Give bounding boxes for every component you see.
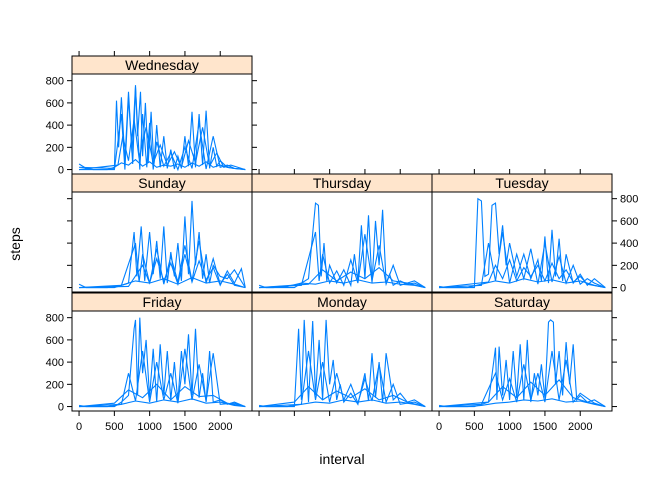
- series-line: [259, 385, 426, 408]
- x-tick-label: 500: [465, 421, 483, 433]
- series-line: [259, 202, 426, 289]
- series-group: [79, 317, 246, 408]
- series-line: [439, 197, 606, 289]
- y-tick-label: 600: [620, 216, 638, 228]
- x-tick-label: 0: [76, 421, 82, 433]
- y-tick-label: 0: [58, 402, 64, 414]
- series-line: [79, 119, 246, 171]
- panel-tuesday: Tuesday: [431, 173, 613, 293]
- strip-label: Sunday: [138, 175, 185, 191]
- series-line: [259, 399, 426, 408]
- y-tick-label: 0: [58, 165, 64, 177]
- axes-group: 0 200 400 600 800 0 200 400 600 800 0 200 400 600 800 0…: [46, 51, 638, 433]
- x-tick-label: 1500: [533, 421, 557, 433]
- series-line: [439, 258, 606, 289]
- y-tick-label: 400: [46, 357, 64, 369]
- series-line: [259, 266, 426, 289]
- panel-border: [431, 191, 613, 293]
- y-tick-label: 200: [46, 142, 64, 154]
- panel-thursday: Thursday: [251, 173, 433, 293]
- series-line: [78, 277, 246, 289]
- series-line: [79, 348, 246, 408]
- x-tick-label: 1500: [173, 421, 197, 433]
- panel-wednesday: Wednesday: [71, 55, 253, 175]
- strip-label: Thursday: [313, 175, 371, 191]
- panel-monday: Monday: [251, 292, 433, 412]
- strip-label: Monday: [317, 294, 367, 310]
- series-line: [439, 398, 606, 408]
- strip-label: Friday: [143, 294, 182, 310]
- series-line: [79, 254, 246, 289]
- x-tick-label: 0: [436, 421, 442, 433]
- series-line: [79, 383, 246, 408]
- series-group: [258, 202, 426, 289]
- strip-label: Tuesday: [495, 175, 548, 191]
- panel-sunday: Sunday: [71, 173, 253, 293]
- series-line: [439, 350, 606, 408]
- series-line: [79, 200, 246, 289]
- y-tick-label: 800: [46, 313, 64, 325]
- y-tick-label: 400: [46, 120, 64, 132]
- panel-border: [71, 310, 253, 412]
- panel-friday: Friday: [71, 292, 253, 412]
- x-tick-label: 500: [105, 421, 123, 433]
- panel-border: [431, 310, 613, 412]
- series-line: [259, 231, 426, 289]
- strip-label: Wednesday: [125, 57, 199, 73]
- y-tick-label: 0: [620, 283, 626, 295]
- panel-saturday: Saturday: [431, 292, 613, 412]
- y-tick-label: 200: [620, 260, 638, 272]
- series-line: [78, 158, 246, 171]
- x-tick-label: 2000: [208, 421, 232, 433]
- series-group: [78, 200, 246, 289]
- y-tick-label: 400: [620, 238, 638, 250]
- series-line: [439, 379, 606, 408]
- strip-label: Saturday: [494, 294, 550, 310]
- series-line: [439, 319, 606, 408]
- series-line: [258, 279, 426, 289]
- series-group: [439, 319, 606, 408]
- y-tick-label: 600: [46, 335, 64, 347]
- y-tick-label: 600: [46, 98, 64, 110]
- series-group: [439, 197, 606, 289]
- series-line: [79, 398, 246, 408]
- panel-border: [251, 310, 433, 412]
- series-line: [79, 85, 246, 171]
- y-tick-label: 200: [46, 379, 64, 391]
- series-line: [79, 87, 246, 172]
- y-tick-label: 800: [620, 194, 638, 206]
- x-tick-label: 2000: [568, 421, 592, 433]
- y-tick-label: 800: [46, 76, 64, 88]
- y-axis-title: steps: [7, 227, 23, 260]
- series-line: [439, 278, 606, 289]
- x-tick-label: 1000: [137, 421, 161, 433]
- x-axis-title: interval: [319, 451, 364, 467]
- series-group: [259, 319, 426, 408]
- x-tick-label: 1000: [497, 421, 521, 433]
- series-group: [78, 85, 246, 172]
- panels-group: Wednesday Sunday Thursday Tuesday Friday Mond…: [71, 55, 613, 412]
